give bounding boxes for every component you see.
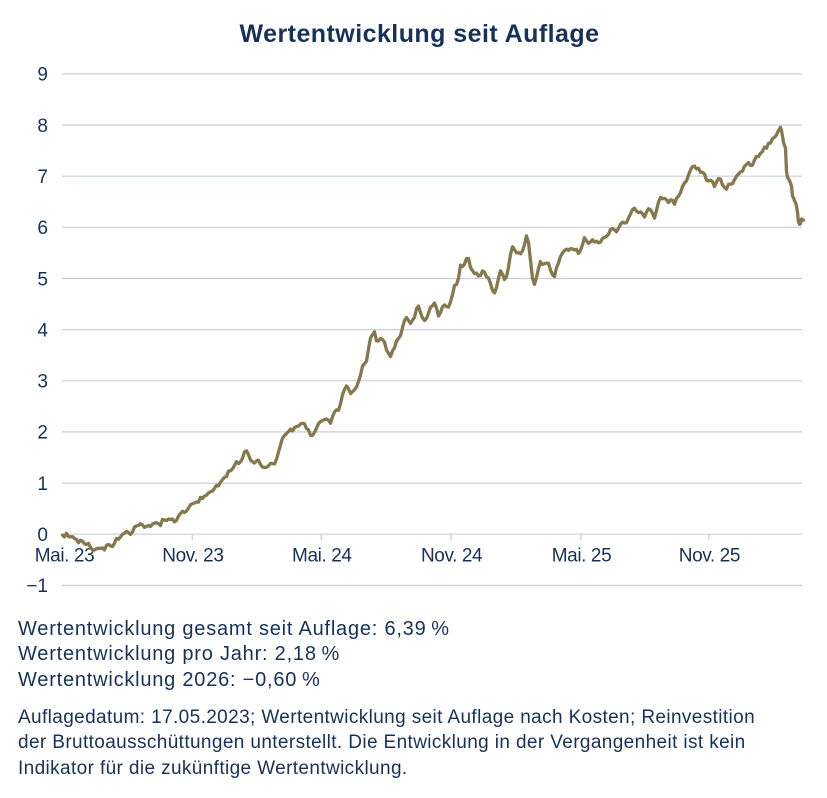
svg-text:7: 7 [37,167,48,188]
svg-text:1: 1 [37,474,48,495]
svg-text:Nov. 25: Nov. 25 [679,546,740,567]
svg-text:−1: −1 [26,576,48,597]
svg-text:Mai. 24: Mai. 24 [292,546,352,567]
svg-text:3: 3 [37,372,48,393]
svg-text:4: 4 [37,320,48,341]
svg-text:Mai. 23: Mai. 23 [35,546,95,567]
svg-text:Mai. 25: Mai. 25 [552,546,612,567]
svg-text:5: 5 [37,269,48,290]
svg-text:6: 6 [37,218,48,239]
svg-text:2: 2 [37,423,48,444]
svg-text:9: 9 [37,65,48,86]
svg-text:8: 8 [37,116,48,137]
svg-text:Nov. 23: Nov. 23 [162,546,223,567]
svg-text:Nov. 24: Nov. 24 [421,546,483,567]
svg-text:0: 0 [37,525,48,546]
